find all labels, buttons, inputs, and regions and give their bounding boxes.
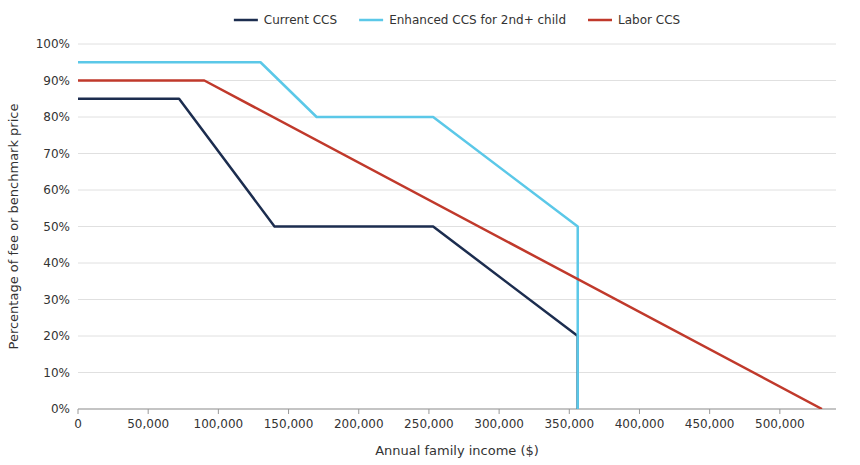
x-tick-label: 150,000 bbox=[264, 417, 314, 431]
y-tick-label: 40% bbox=[43, 256, 70, 270]
x-tick bbox=[709, 409, 710, 414]
y-tick-label: 60% bbox=[43, 183, 70, 197]
legend-swatch bbox=[234, 19, 258, 22]
grid-line bbox=[78, 190, 836, 191]
x-tick bbox=[779, 409, 780, 414]
x-axis-label: Annual family income ($) bbox=[375, 443, 539, 458]
y-tick-label: 80% bbox=[43, 110, 70, 124]
x-tick-label: 50,000 bbox=[127, 417, 169, 431]
y-tick-label: 50% bbox=[43, 220, 70, 234]
x-tick-label: 500,000 bbox=[755, 417, 805, 431]
grid-line bbox=[78, 299, 836, 300]
grid-line bbox=[78, 409, 836, 410]
x-tick-label: 250,000 bbox=[404, 417, 454, 431]
x-tick bbox=[288, 409, 289, 414]
legend-item: Current CCS bbox=[234, 13, 337, 27]
grid-line bbox=[78, 336, 836, 337]
legend-item: Labor CCS bbox=[588, 13, 680, 27]
grid-line bbox=[78, 44, 836, 45]
y-tick-label: 70% bbox=[43, 147, 70, 161]
grid-line bbox=[78, 263, 836, 264]
series-line bbox=[78, 81, 822, 410]
x-tick-label: 450,000 bbox=[685, 417, 735, 431]
y-tick-label: 90% bbox=[43, 74, 70, 88]
x-tick-label: 400,000 bbox=[615, 417, 665, 431]
x-tick bbox=[358, 409, 359, 414]
y-tick-label: 10% bbox=[43, 366, 70, 380]
x-tick-label: 300,000 bbox=[474, 417, 524, 431]
y-axis-label: Percentage of fee or benchmark price bbox=[6, 104, 21, 350]
legend-swatch bbox=[359, 19, 383, 22]
y-tick-label: 100% bbox=[36, 37, 70, 51]
legend-label: Current CCS bbox=[264, 13, 337, 27]
chart: 0% 10% 20% 30% 40% 50% 60% 70% 80% 90% 100% 0 50,000… bbox=[0, 0, 860, 465]
x-tick bbox=[428, 409, 429, 414]
x-tick-label: 0 bbox=[74, 417, 82, 431]
legend-swatch bbox=[588, 19, 612, 22]
x-tick-label: 100,000 bbox=[194, 417, 244, 431]
legend-label: Enhanced CCS for 2nd+ child bbox=[389, 13, 566, 27]
series-line bbox=[78, 62, 578, 409]
y-tick-label: 30% bbox=[43, 293, 70, 307]
x-tick-label: 350,000 bbox=[544, 417, 594, 431]
grid bbox=[78, 44, 836, 409]
x-tick bbox=[569, 409, 570, 414]
x-tick bbox=[499, 409, 500, 414]
grid-line bbox=[78, 153, 836, 154]
x-tick bbox=[148, 409, 149, 414]
y-tick-label: 0% bbox=[51, 402, 70, 416]
legend: Current CCS Enhanced CCS for 2nd+ child La… bbox=[234, 13, 680, 27]
x-tick bbox=[218, 409, 219, 414]
x-tick bbox=[78, 409, 79, 414]
grid-line bbox=[78, 226, 836, 227]
y-tick-label: 20% bbox=[43, 329, 70, 343]
legend-item: Enhanced CCS for 2nd+ child bbox=[359, 13, 566, 27]
legend-label: Labor CCS bbox=[618, 13, 680, 27]
grid-line bbox=[78, 372, 836, 373]
x-tick bbox=[639, 409, 640, 414]
lines bbox=[78, 62, 822, 409]
x-axis-line bbox=[78, 409, 836, 410]
x-tick-label: 200,000 bbox=[334, 417, 384, 431]
